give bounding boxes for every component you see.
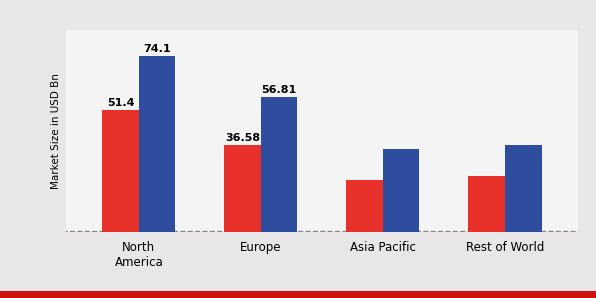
Bar: [346, 180, 383, 232]
Text: 74.1: 74.1: [143, 44, 171, 54]
Y-axis label: Market Size in USD Bn: Market Size in USD Bn: [51, 73, 61, 189]
Bar: [224, 145, 261, 232]
Bar: [505, 145, 542, 232]
Text: 51.4: 51.4: [107, 98, 134, 108]
Bar: [102, 110, 139, 232]
Bar: [468, 176, 505, 232]
Bar: [139, 56, 175, 232]
Bar: [261, 97, 297, 232]
Bar: [383, 149, 420, 232]
Text: 36.58: 36.58: [225, 133, 260, 143]
Text: 56.81: 56.81: [262, 85, 297, 95]
